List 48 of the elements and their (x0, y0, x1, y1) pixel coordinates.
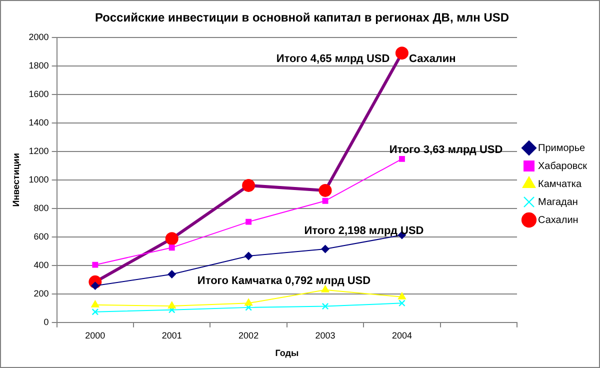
point (321, 245, 330, 254)
y-axis-title: Инвестиции (10, 153, 21, 207)
y-tick-label: 1600 (28, 88, 49, 99)
annotation: Итого 3,63 млрд USD (389, 144, 503, 156)
chart-title: Российские инвестиции в основной капитал в регионах ДВ, млн USD (94, 10, 510, 25)
y-tick-label: 800 (34, 202, 49, 213)
annotation: Итого Камчатка 0,792 млрд USD (197, 275, 371, 288)
x-tick-label: 2000 (85, 330, 106, 340)
point (398, 300, 406, 307)
y-tick-label: 1000 (28, 174, 49, 184)
y-tick-label: 1400 (28, 117, 49, 128)
point (318, 184, 332, 197)
point (244, 252, 253, 260)
point (168, 302, 176, 309)
x-axis-title: Годы (275, 348, 299, 358)
y-tick-label: 400 (34, 260, 49, 270)
point (398, 156, 405, 162)
annotation: Итого 2,198 млрд USD (304, 225, 424, 238)
point (92, 262, 98, 268)
x-tick-label: 2003 (315, 330, 336, 340)
annotation: Сахалин (409, 53, 456, 66)
x-tick-label: 2002 (238, 330, 259, 340)
y-tick-label: 200 (34, 288, 49, 298)
y-tick-label: 1200 (28, 146, 49, 156)
point (322, 198, 328, 204)
y-tick-label: 0 (44, 316, 49, 327)
legend-label: Хабаровск (538, 160, 588, 172)
legend-label: Магадан (538, 196, 578, 208)
x-tick-label: 2004 (392, 330, 412, 340)
point (165, 232, 178, 246)
point (322, 302, 329, 310)
point (168, 270, 176, 278)
legend-label: Сахалин (538, 214, 578, 226)
point (242, 178, 256, 192)
x-tick-label: 2001 (162, 330, 182, 340)
point (246, 218, 252, 225)
point (395, 46, 408, 60)
y-tick-label: 2000 (28, 32, 49, 42)
y-tick-label: 1800 (28, 60, 49, 70)
legend-label: Камчатка (538, 178, 582, 190)
point (91, 300, 100, 308)
annotation: Итого 4,65 млрд USD (276, 53, 390, 66)
point (398, 292, 406, 300)
y-tick-label: 600 (34, 231, 49, 242)
point (244, 298, 253, 306)
legend-label: Приморье (538, 142, 586, 154)
point (168, 244, 175, 251)
point (92, 308, 99, 316)
